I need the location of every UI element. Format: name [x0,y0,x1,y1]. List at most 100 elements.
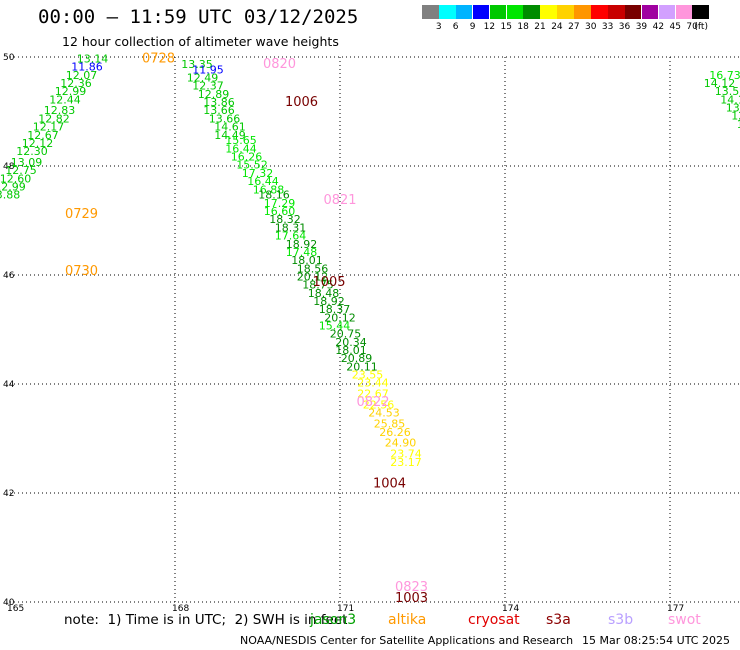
wave-height-value: 13.14 [77,52,109,65]
wave-height-value: 23.17 [390,456,422,469]
legend-label: 27 [568,22,580,32]
time-labels-layer: 0728 0729 0730 0820 0821 0822 0823 1006 1005 1004… [65,51,428,606]
wave-height-value: 15.52 [236,159,268,172]
wave-height-value: 20.75 [330,328,362,341]
wave-height-value: 12.12 [22,137,54,150]
legend-swatch [472,5,490,19]
wave-height-value: 12.49 [187,72,219,85]
wave-height-value: 14.12 [704,77,736,90]
legend-swatch [658,5,676,19]
wave-height-value: 18.75 [302,279,334,292]
legend-swatch [624,5,642,19]
legend-label: 39 [635,22,648,32]
axis-layer: 165 168 171 174 177 40 42 44 46 48 50 [3,53,684,614]
wave-height-value: 13.66 [203,104,235,117]
wave-height-value: 12.99 [55,85,87,98]
wave-height-value: 18.01 [335,344,367,357]
y-tick-label: 44 [3,380,15,390]
wave-height-value: 18.37 [319,303,351,316]
wave-height-value: 18.56 [297,262,329,275]
x-tick-label: 165 [7,604,24,614]
wave-height-value: 13.53 [715,85,740,98]
wave-height-value: 12.36 [60,77,92,90]
legend-label: 33 [601,22,614,32]
y-tick-label: 46 [3,271,15,281]
wave-height-value: 13.89 [737,118,740,131]
y-tick-label: 50 [3,53,15,63]
y-tick-label: 48 [3,162,15,172]
mission-label-swot: swot [668,612,701,628]
wave-height-value: 17.32 [242,167,274,180]
wave-height-value: 12.37 [192,80,224,93]
wave-height-value: 12.44 [49,93,81,106]
wave-height-value: 13.86 [203,96,235,109]
wave-height-value: 18.92 [313,295,345,308]
footer-credit: NOAA/NESDIS Center for Satellite Applica… [240,634,574,647]
legend-label: 9 [469,22,476,32]
wave-height-value: 14.13 [720,93,740,106]
y-tick-label: 40 [3,598,15,608]
legend-swatch [455,5,473,19]
wave-height-value: 12.94 [731,110,740,123]
legend-label: 12 [483,22,496,32]
wave-height-value: 11.86 [71,61,103,74]
legend-label: 70 [686,22,698,32]
wave-height-value: 20.34 [335,336,367,349]
wave-height-value: 14.49 [214,129,246,142]
wave-height-value: 16.60 [264,205,296,218]
wave-height-value: 12.60 [0,172,31,185]
legend-swatch [591,5,608,19]
wave-height-value: 24.90 [385,437,417,450]
wave-height-value: 17.29 [264,197,296,210]
legend-label: 30 [585,22,597,32]
mission-label-jason3: jason3 [310,612,357,628]
wave-height-value: 18.48 [308,287,340,300]
pass-time-label: 1005 [312,275,345,290]
wave-height-value: 18.92 [286,238,318,251]
pass-time-label: 0729 [65,207,98,222]
wave-height-value: 12.17 [33,121,65,134]
wave-height-value: 20.89 [341,352,373,365]
wave-height-value: 13.05 [726,102,740,115]
wave-height-value: 13.09 [11,156,43,169]
wave-height-value: 23.44 [357,377,389,390]
wave-height-value: 12.75 [5,164,37,177]
x-tick-label: 171 [337,604,354,614]
legend-label: 3 [435,22,442,32]
pass-time-label: 0820 [263,57,296,72]
pass-time-label: 1003 [395,591,428,606]
wave-height-value: 16.44 [247,175,279,188]
wave-height-value: 16.88 [253,183,285,196]
wave-height-value: 12.83 [44,104,76,117]
wave-height-value: 18.01 [291,254,323,267]
wave-height-value: 20.12 [324,311,356,324]
wave-height-value: 20.11 [346,360,378,373]
legend-swatch [523,5,541,19]
wave-height-value: 18.16 [258,189,290,202]
legend-label: 42 [652,22,665,32]
wave-height-value: 18.32 [269,213,301,226]
wave-height-value: 26.26 [379,426,411,439]
legend-swatch [607,5,625,19]
wave-height-value: 13.66 [209,112,241,125]
wave-height-value: 20.12 [297,270,329,283]
wave-height-value: 17.64 [275,230,307,243]
legend-swatch [675,5,693,19]
legend-swatch [506,5,524,19]
legend-swatch [641,5,659,19]
legend-swatch [540,5,557,19]
wave-height-value: 14.61 [214,121,246,134]
legend-swatch [574,5,591,19]
legend-label: 45 [669,22,681,32]
mission-label-s3a: s3a [546,612,571,628]
wave-height-value: 24.53 [368,407,400,420]
x-tick-label: 168 [172,604,189,614]
wave-height-value: 12.82 [38,112,70,125]
legend-swatch [557,5,574,19]
wave-height-value: 12.89 [198,88,230,101]
wave-height-value: 11.95 [192,63,224,76]
wave-height-value: 16.26 [231,151,263,164]
footer-timestamp: 15 Mar 08:25:54 UTC 2025 [582,634,730,647]
pass-time-label: 0822 [356,395,389,410]
